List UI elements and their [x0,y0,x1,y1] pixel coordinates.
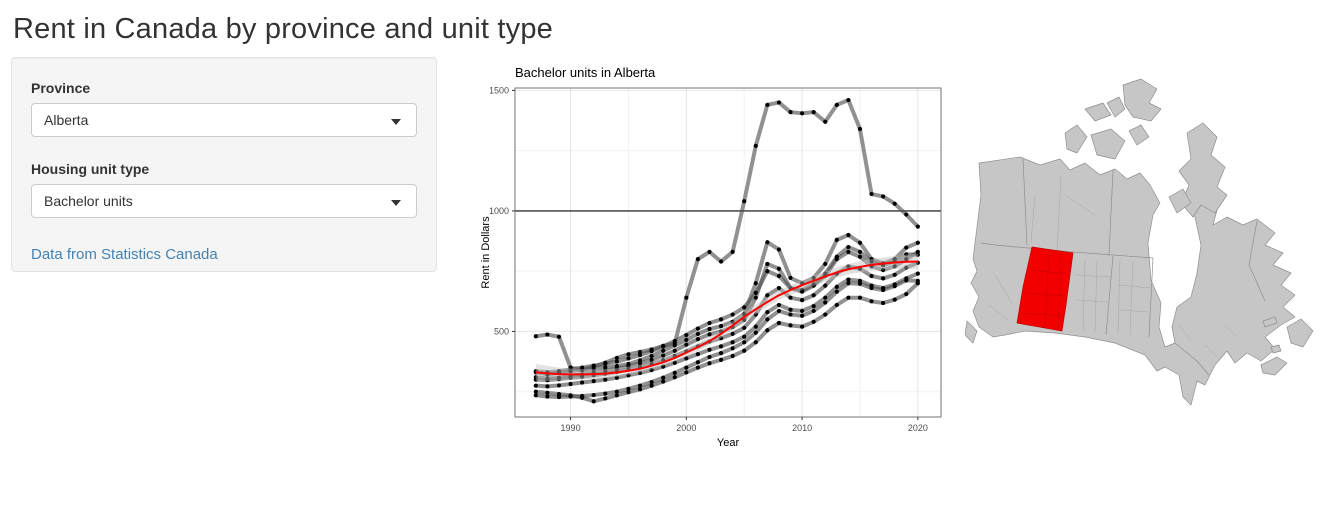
map-alberta-shape [1016,246,1074,332]
province-label: Province [31,80,91,96]
svg-text:1990: 1990 [561,423,581,433]
province-select[interactable]: Alberta [31,103,417,137]
unit-type-select-value: Bachelor units [44,193,133,209]
chevron-down-icon [391,200,401,206]
map-mainland [970,156,1296,406]
svg-text:2000: 2000 [676,423,696,433]
rent-line-chart: Bachelor units in Alberta 500 1000 1500 1990… [480,65,942,449]
chevron-down-icon [391,119,401,125]
svg-text:Bachelor units in Alberta: Bachelor units in Alberta [515,65,656,80]
map-alberta-division-lines [1021,249,1070,330]
svg-text:2020: 2020 [908,423,928,433]
sidebar-panel: Province Alberta Housing unit type Bache… [11,57,437,272]
svg-text:1000: 1000 [489,206,509,216]
map-east-islands [964,316,1314,376]
map-province-borders [980,158,1266,376]
rent-chart-container: Bachelor units in Alberta 500 1000 1500 1990… [478,62,960,449]
unit-type-select[interactable]: Bachelor units [31,184,417,218]
svg-text:Rent in Dollars: Rent in Dollars [480,216,492,289]
svg-text:Year: Year [717,437,740,446]
map-alberta-region [1016,246,1074,332]
unit-type-label: Housing unit type [31,161,150,177]
map-division-lines [988,174,1238,358]
svg-text:1500: 1500 [489,85,509,95]
svg-text:500: 500 [494,326,509,336]
statcan-link[interactable]: Data from Statistics Canada [31,246,218,263]
map-arctic-islands [1064,78,1228,218]
province-select-value: Alberta [44,112,89,128]
canada-map-container [964,75,1339,415]
page-title: Rent in Canada by province and unit type [13,13,554,45]
svg-text:2010: 2010 [792,423,812,433]
canada-map [964,78,1314,406]
